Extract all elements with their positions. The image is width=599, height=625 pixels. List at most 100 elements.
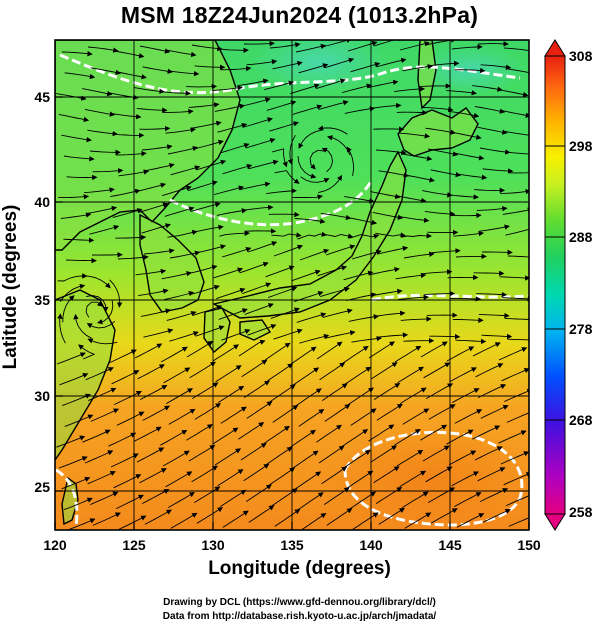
streamline-arrow [118, 169, 150, 177]
streamline-arrow [324, 57, 355, 69]
streamline-arrow [325, 244, 356, 256]
streamline-arrow [296, 312, 327, 323]
streamline-arrow [166, 310, 197, 321]
streamline-arrow [57, 313, 66, 344]
streamline-arrow [474, 105, 506, 114]
y-tick-label: 30 [34, 388, 50, 404]
streamline-arrow [245, 228, 277, 234]
streamline-arrow [316, 341, 343, 360]
colorbar-label: 268 [569, 412, 593, 428]
streamline-arrow [271, 232, 302, 238]
streamline-arrow [143, 248, 175, 255]
streamline-arrow [220, 406, 247, 424]
white-contour-southeast [371, 293, 529, 302]
credit-drawing: Drawing by DCL (https://www.gfd-dennou.o… [163, 597, 436, 608]
credit-data-source: Data from http://database.rish.kyoto-u.a… [162, 611, 437, 622]
streamline-arrow [295, 388, 322, 406]
streamline-arrow [91, 252, 123, 258]
streamline-arrow [143, 328, 174, 338]
streamline-arrow [504, 317, 529, 320]
streamline-arrow [58, 113, 90, 123]
streamline-arrow [169, 250, 201, 259]
streamline-arrow [62, 295, 75, 323]
streamline-arrow [92, 512, 121, 526]
streamline-arrow [116, 494, 144, 510]
streamline-arrow [243, 380, 270, 398]
streamline-arrow [65, 257, 97, 264]
streamline-arrow [477, 41, 509, 47]
y-tick-label: 35 [34, 292, 50, 308]
streamline-arrow [134, 426, 162, 442]
streamline-arrow [214, 448, 242, 466]
streamline-arrow [217, 385, 245, 403]
streamline-arrow [89, 224, 120, 235]
streamline-arrow [247, 241, 278, 253]
streamline-arrow [66, 174, 98, 181]
streamline-arrow [370, 445, 398, 463]
streamline-arrow [59, 373, 89, 386]
streamline-arrow [428, 60, 460, 67]
streamline-arrow [316, 424, 342, 443]
streamline-arrow [346, 146, 354, 176]
streamline-arrow [287, 134, 296, 165]
streamline-arrow [56, 352, 86, 365]
streamline-arrow [422, 106, 454, 113]
streamline-arrow [216, 287, 246, 300]
streamline-arrow [299, 333, 330, 344]
streamline-arrow [86, 321, 116, 329]
streamline-arrow [268, 211, 300, 218]
streamline-arrow [195, 244, 226, 254]
streamline-arrow [446, 346, 475, 362]
streamline-arrow [453, 152, 485, 161]
streamline-arrow [213, 267, 244, 279]
streamline-arrow [452, 317, 484, 323]
streamline-arrow [370, 102, 402, 109]
streamline-arrow [87, 46, 119, 53]
streamline-arrow [430, 169, 461, 178]
streamline-arrow [134, 343, 163, 359]
streamline-arrow [395, 272, 427, 280]
y-axis-label: Latitude (degrees) [0, 204, 21, 370]
streamline-arrow [84, 450, 114, 464]
axis-ticks [54, 96, 530, 530]
streamline-arrow [350, 61, 381, 73]
streamline-arrow [350, 408, 377, 426]
streamline-arrow [292, 194, 323, 200]
streamline-arrow [322, 308, 353, 318]
streamline-arrow [351, 335, 382, 343]
streamline-arrow [320, 212, 352, 221]
wind-streamlines [56, 40, 529, 530]
streamline-arrow [190, 284, 220, 296]
streamline-arrow [503, 472, 529, 486]
streamline-arrow [504, 388, 529, 403]
colorbar-label: 288 [569, 229, 593, 245]
streamline-arrow [290, 83, 320, 95]
streamline-arrow [394, 86, 425, 93]
streamline-arrow [503, 130, 529, 138]
streamline-arrow [167, 229, 198, 238]
streamline-arrow [115, 150, 147, 157]
streamline-arrow [321, 466, 348, 485]
streamline-arrow [397, 366, 424, 384]
streamline-arrow [90, 491, 119, 506]
streamline-arrow [290, 346, 317, 365]
x-tick-label: 135 [280, 537, 304, 553]
streamline-arrow [118, 515, 147, 530]
streamline-arrow [318, 174, 343, 194]
streamline-arrow [423, 362, 451, 379]
streamline-arrow [424, 290, 456, 297]
streamline-arrow [299, 248, 330, 261]
streamline-arrow [368, 424, 395, 442]
streamline-arrow [502, 296, 529, 302]
streamline-arrow [89, 149, 121, 156]
streamline-arrow [378, 507, 405, 525]
streamline-arrow [480, 404, 509, 419]
streamline-arrow [498, 347, 528, 361]
streamline-arrow [139, 125, 171, 132]
streamline-arrow [63, 155, 95, 162]
streamline-arrow [372, 211, 404, 220]
streamline-arrow [401, 233, 432, 239]
streamline-arrow [498, 430, 527, 444]
streamline-arrow [144, 162, 175, 172]
streamline-arrow [137, 364, 165, 380]
